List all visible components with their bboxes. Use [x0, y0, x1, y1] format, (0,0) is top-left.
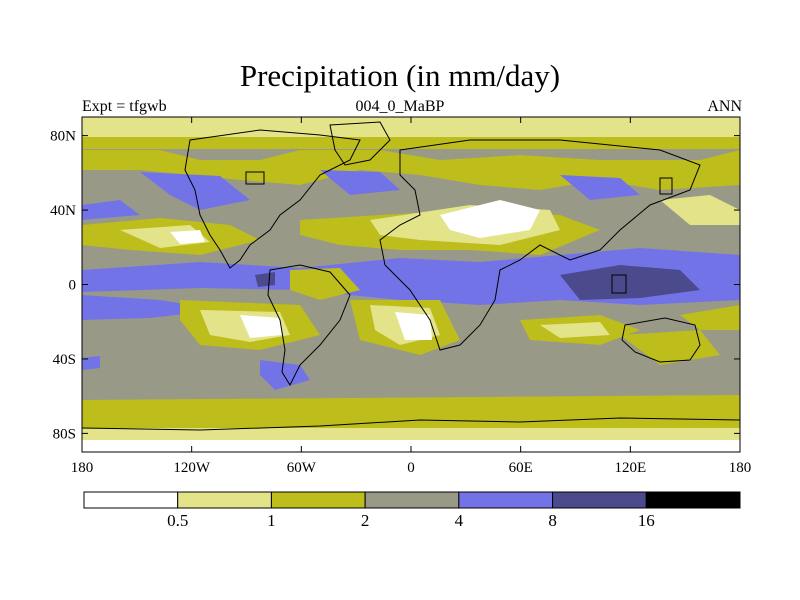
australia-outline	[621, 317, 701, 363]
colorbar-labels: 0.5 1 2 4 8 16	[167, 511, 655, 530]
asia-wet	[560, 175, 640, 200]
lon-tick-label: 60W	[287, 460, 317, 476]
colorbar-box	[458, 491, 554, 509]
arctic-band	[82, 137, 740, 149]
antarctica-outline	[81, 417, 741, 431]
colorbar-box	[83, 491, 179, 509]
coastlines	[81, 121, 741, 431]
island-2	[611, 274, 627, 294]
lon-tick-label: 0	[407, 460, 415, 476]
colorbar-box	[552, 491, 647, 509]
antarctic-band-2	[82, 418, 740, 428]
lat-tick-label: 40N	[50, 203, 76, 219]
lon-tick-label: 180	[729, 460, 752, 476]
atl-wet	[320, 170, 400, 195]
sepac-very-dry	[240, 315, 282, 338]
lon-tick-label: 120E	[614, 460, 646, 476]
plot-title: Precipitation (in mm/day)	[239, 58, 561, 93]
antarctic-band	[82, 428, 740, 440]
sa-wet	[260, 360, 310, 390]
colorbar-box	[645, 491, 741, 509]
time-label: 004_0_MaBP	[355, 98, 445, 115]
lon-tick-label: 120W	[173, 460, 211, 476]
colorbar-boxes	[83, 491, 741, 509]
latitude-axis: 80N 40N 0 40S 80S	[50, 129, 740, 442]
npac-very-dry	[170, 230, 205, 244]
colorbar-level-label: 0.5	[167, 511, 188, 530]
colorbar-level-label: 1	[267, 511, 276, 530]
colorbar-box	[177, 491, 272, 509]
lat-tick-label: 80N	[50, 129, 76, 145]
colorbar-box	[364, 491, 460, 509]
lat-tick-label: 80S	[53, 426, 76, 442]
season-label: ANN	[707, 98, 742, 115]
aus-subtrop	[620, 330, 720, 365]
lon-tick-label: 180	[71, 460, 94, 476]
experiment-label: Expt = tfgwb	[82, 98, 167, 115]
sahara-very-dry	[440, 200, 540, 238]
spac-east-subtrop	[680, 305, 740, 330]
sio-dry	[540, 322, 610, 338]
south-america-outline	[267, 264, 351, 387]
colorbar-level-label: 2	[361, 511, 370, 530]
eurasia-africa-outline	[379, 139, 701, 351]
colorbar-box	[270, 491, 366, 509]
satl-very-dry	[395, 312, 432, 340]
north-america-outline	[184, 129, 361, 269]
amazon-mid	[290, 268, 360, 300]
lat-tick-label: 40S	[53, 352, 76, 368]
greenland-outline	[329, 121, 391, 166]
contour-field	[82, 117, 740, 452]
longitude-axis: 180 120W 60W 0 60E 120E 180	[71, 117, 752, 476]
southern-ocean-band	[82, 395, 740, 418]
colorbar-level-label: 16	[638, 511, 655, 530]
npac-east-dry	[660, 195, 740, 225]
colorbar-level-label: 8	[548, 511, 557, 530]
lon-tick-label: 60E	[509, 460, 533, 476]
maritime-very-wet	[560, 265, 700, 300]
island-3	[659, 177, 673, 195]
npac-wet	[82, 200, 140, 220]
lat-tick-label: 0	[69, 278, 77, 294]
colorbar-level-label: 4	[455, 511, 464, 530]
island-1	[245, 171, 265, 185]
spac-wet-south	[82, 356, 100, 370]
